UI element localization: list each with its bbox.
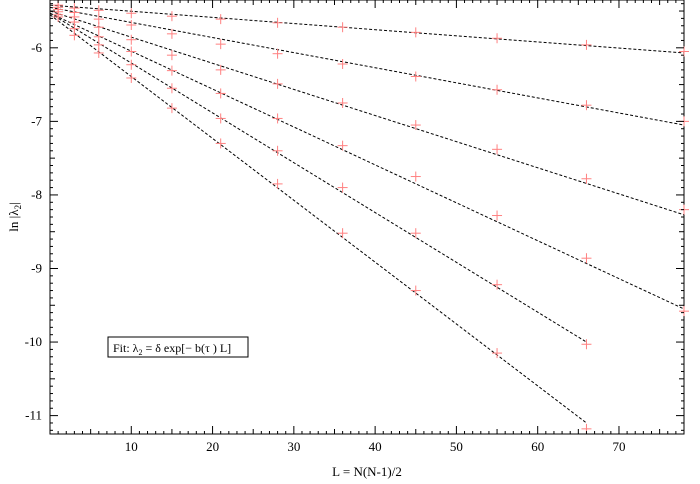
data-point-s1-4: [126, 8, 137, 19]
data-point-s4-8: [337, 140, 348, 151]
y-tick-label: -7: [31, 113, 42, 128]
data-point-s5-9: [410, 228, 421, 239]
data-point-s3-5: [166, 50, 177, 61]
fit-line-5: [49, 12, 587, 343]
x-tick-label: 20: [206, 439, 219, 454]
fit-annotation: Fit: λ2 = δ exp[− b(τ ) L]: [107, 336, 249, 358]
data-point-s4-9: [410, 171, 421, 182]
data-point-s6-3: [93, 47, 104, 58]
data-point-s6-1: [53, 11, 64, 22]
y-tick-label: -6: [31, 40, 42, 55]
data-point-s2-9: [410, 71, 421, 82]
data-point-s3-7: [272, 78, 283, 89]
data-point-s1-10: [492, 33, 503, 44]
data-point-s6-9: [410, 285, 421, 296]
data-point-s3-4: [126, 34, 137, 45]
x-tick-label: 70: [612, 439, 625, 454]
data-point-s1-7: [272, 17, 283, 28]
data-point-s3-6: [215, 64, 226, 75]
data-point-s5-4: [126, 59, 137, 70]
data-point-s3-10: [492, 144, 503, 155]
fit-annotation-text: Fit: λ2 = δ exp[− b(τ ) L]: [113, 341, 231, 357]
y-tick-label: -11: [25, 408, 42, 423]
fit-annotation-box: [107, 336, 249, 358]
data-point-s1-6: [215, 14, 226, 25]
fit-line-6: [49, 14, 587, 424]
data-point-s6-8: [337, 228, 348, 239]
data-point-s5-7: [272, 145, 283, 156]
data-point-s4-6: [215, 88, 226, 99]
data-point-s4-4: [126, 46, 137, 57]
data-point-s2-8: [337, 58, 348, 69]
data-point-s6-10: [492, 348, 503, 359]
data-point-s4-11: [581, 253, 592, 264]
data-point-s5-5: [166, 83, 177, 94]
data-point-s2-4: [126, 20, 137, 31]
data-point-s6-7: [272, 178, 283, 189]
data-point-s6-6: [215, 138, 226, 149]
data-point-s2-7: [272, 48, 283, 59]
plot-frame: [49, 0, 685, 435]
y-axis-ticks: -11 -10 -9 -8 -7 -6: [25, 3, 684, 431]
y-tick-label: -8: [31, 187, 42, 202]
data-point-s3-11: [581, 173, 592, 184]
data-point-s5-10: [492, 279, 503, 290]
data-point-s2-5: [166, 28, 177, 39]
x-tick-label: 10: [125, 439, 138, 454]
y-tick-label: -10: [25, 334, 42, 349]
data-point-s4-12: [679, 306, 689, 317]
data-point-s2-11: [581, 100, 592, 111]
data-point-s5-6: [215, 113, 226, 124]
data-point-s4-10: [492, 210, 503, 221]
data-point-s4-7: [272, 113, 283, 124]
data-point-s5-11: [581, 339, 592, 350]
data-point-s2-6: [215, 39, 226, 50]
fit-lines: [49, 4, 685, 424]
x-tick-label: 30: [287, 439, 300, 454]
x-tick-label: 50: [450, 439, 463, 454]
data-point-s3-8: [337, 97, 348, 108]
fit-line-3: [49, 10, 685, 216]
y-axis-label: ln |λ2|: [6, 202, 23, 231]
data-point-s6-2: [69, 30, 80, 41]
data-point-s2-10: [492, 84, 503, 95]
data-point-s1-5: [166, 11, 177, 22]
data-point-s6-5: [166, 103, 177, 114]
x-tick-label: 40: [369, 439, 382, 454]
fit-line-1: [49, 4, 685, 54]
x-axis-label: L = N(N-1)/2: [332, 464, 402, 479]
data-point-s1-3: [93, 5, 104, 16]
data-point-s5-8: [337, 182, 348, 193]
x-axis-ticks: 10 20 30 40 50 60 70: [57, 0, 677, 454]
data-points: [53, 0, 689, 434]
data-point-s1-11: [581, 39, 592, 50]
y-tick-label: -9: [31, 260, 42, 275]
fit-line-2: [49, 6, 685, 126]
x-tick-label: 60: [531, 439, 544, 454]
data-point-s4-5: [166, 65, 177, 76]
data-point-s3-9: [410, 120, 421, 131]
data-point-s3-3: [93, 22, 104, 33]
data-point-s1-8: [337, 22, 348, 33]
data-point-s6-4: [126, 72, 137, 83]
fit-line-4: [49, 12, 685, 310]
data-point-s1-9: [410, 27, 421, 38]
